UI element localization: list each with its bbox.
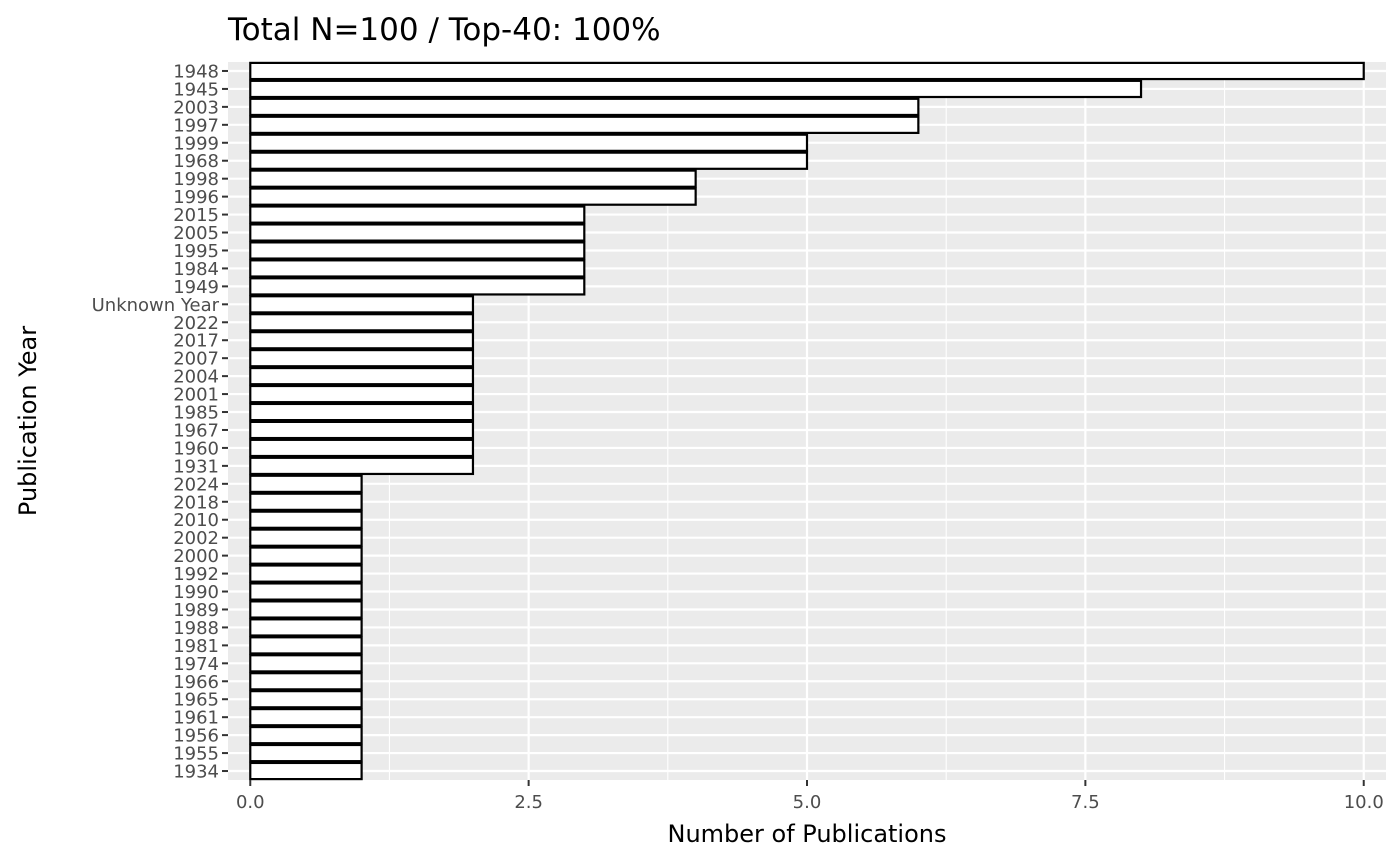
x-tick-label: 10.0 xyxy=(1344,792,1384,813)
bar xyxy=(249,241,586,260)
bar xyxy=(249,187,697,206)
y-tick-label: 2010 xyxy=(173,510,219,531)
bar xyxy=(249,348,475,368)
bar xyxy=(249,277,586,296)
y-tick-label: 2003 xyxy=(173,97,219,118)
y-tick-label: 1974 xyxy=(173,654,219,675)
x-axis-label: Number of Publications xyxy=(667,820,946,848)
bar xyxy=(249,654,363,673)
bar xyxy=(249,169,697,188)
y-tick-label: 1995 xyxy=(173,241,219,262)
bar xyxy=(249,331,475,350)
bar xyxy=(249,618,363,637)
bar xyxy=(249,151,809,170)
y-tick-label: 2002 xyxy=(173,528,219,549)
y-tick-label: 2022 xyxy=(173,313,219,334)
y-tick-label: 1960 xyxy=(173,438,219,459)
y-tick-label: 2017 xyxy=(173,331,219,352)
y-tick-label: 2005 xyxy=(173,223,219,244)
bar xyxy=(249,761,363,781)
bar xyxy=(249,492,363,511)
y-tick-label: 1999 xyxy=(173,133,219,154)
y-tick-label: 1945 xyxy=(173,79,219,100)
bar xyxy=(249,582,363,601)
y-tick-label: 1996 xyxy=(173,187,219,208)
y-tick-label: 1997 xyxy=(173,115,219,136)
bar xyxy=(249,420,475,440)
y-tick-label: 2007 xyxy=(173,349,219,370)
bar xyxy=(249,295,475,314)
y-tick-label: 1998 xyxy=(173,169,219,190)
y-tick-label: 1967 xyxy=(173,420,219,441)
y-tick-label: 1988 xyxy=(173,618,219,639)
x-tick-label: 5.0 xyxy=(793,792,822,813)
bar xyxy=(249,61,1365,81)
x-tick-label: 7.5 xyxy=(1071,792,1100,813)
bar xyxy=(249,546,363,565)
y-tick-label: 2018 xyxy=(173,492,219,513)
y-tick-label: 1990 xyxy=(173,582,219,603)
bar xyxy=(249,259,586,278)
y-tick-label: 1934 xyxy=(173,762,219,783)
y-tick-label: 2000 xyxy=(173,546,219,567)
x-axis: 0.0 2.5 5.0 7.5 10.0 xyxy=(236,780,1384,813)
x-tick-label: 2.5 xyxy=(514,792,543,813)
y-tick-label: 1956 xyxy=(173,726,219,747)
bar xyxy=(249,384,475,404)
y-tick-label: 1981 xyxy=(173,636,219,657)
bar xyxy=(249,690,363,709)
y-tick-label: 1968 xyxy=(173,151,219,172)
bar xyxy=(249,725,363,745)
bar xyxy=(249,313,475,332)
y-tick-label: 1949 xyxy=(173,277,219,298)
bar xyxy=(249,205,586,224)
y-tick-label: Unknown Year xyxy=(92,295,220,316)
bar xyxy=(249,79,1143,99)
bar xyxy=(249,438,475,458)
bar xyxy=(249,402,475,422)
y-tick-label: 1965 xyxy=(173,690,219,711)
bar xyxy=(249,366,475,386)
bar xyxy=(249,223,586,242)
bar xyxy=(249,115,920,135)
y-tick-label: 1992 xyxy=(173,564,219,585)
chart-title: Total N=100 / Top-40: 100% xyxy=(227,12,661,48)
y-tick-label: 1961 xyxy=(173,708,219,729)
y-tick-label: 1985 xyxy=(173,403,219,424)
bar xyxy=(249,456,475,476)
y-tick-label: 1984 xyxy=(173,259,219,280)
bars xyxy=(249,61,1365,781)
x-tick-label: 0.0 xyxy=(236,792,265,813)
bar xyxy=(249,97,920,117)
y-tick-label: 1948 xyxy=(173,61,219,82)
bar xyxy=(249,743,363,763)
y-tick-label: 1966 xyxy=(173,672,219,693)
bar xyxy=(249,564,363,583)
bar xyxy=(249,600,363,619)
y-tick-label: 1955 xyxy=(173,744,219,765)
y-tick-label: 1931 xyxy=(173,456,219,477)
y-tick-label: 2004 xyxy=(173,367,219,388)
bar xyxy=(249,133,809,152)
y-axis-label: Publication Year xyxy=(14,326,42,516)
bar xyxy=(249,510,363,529)
bar xyxy=(249,707,363,727)
y-axis: 1948194520031997199919681998199620152005… xyxy=(92,61,228,783)
y-tick-label: 1989 xyxy=(173,600,219,621)
bar xyxy=(249,474,363,494)
bar xyxy=(249,528,363,547)
y-tick-label: 2001 xyxy=(173,385,219,406)
y-tick-label: 2015 xyxy=(173,205,219,226)
y-tick-label: 2024 xyxy=(173,474,219,495)
bar xyxy=(249,672,363,691)
bar xyxy=(249,636,363,655)
